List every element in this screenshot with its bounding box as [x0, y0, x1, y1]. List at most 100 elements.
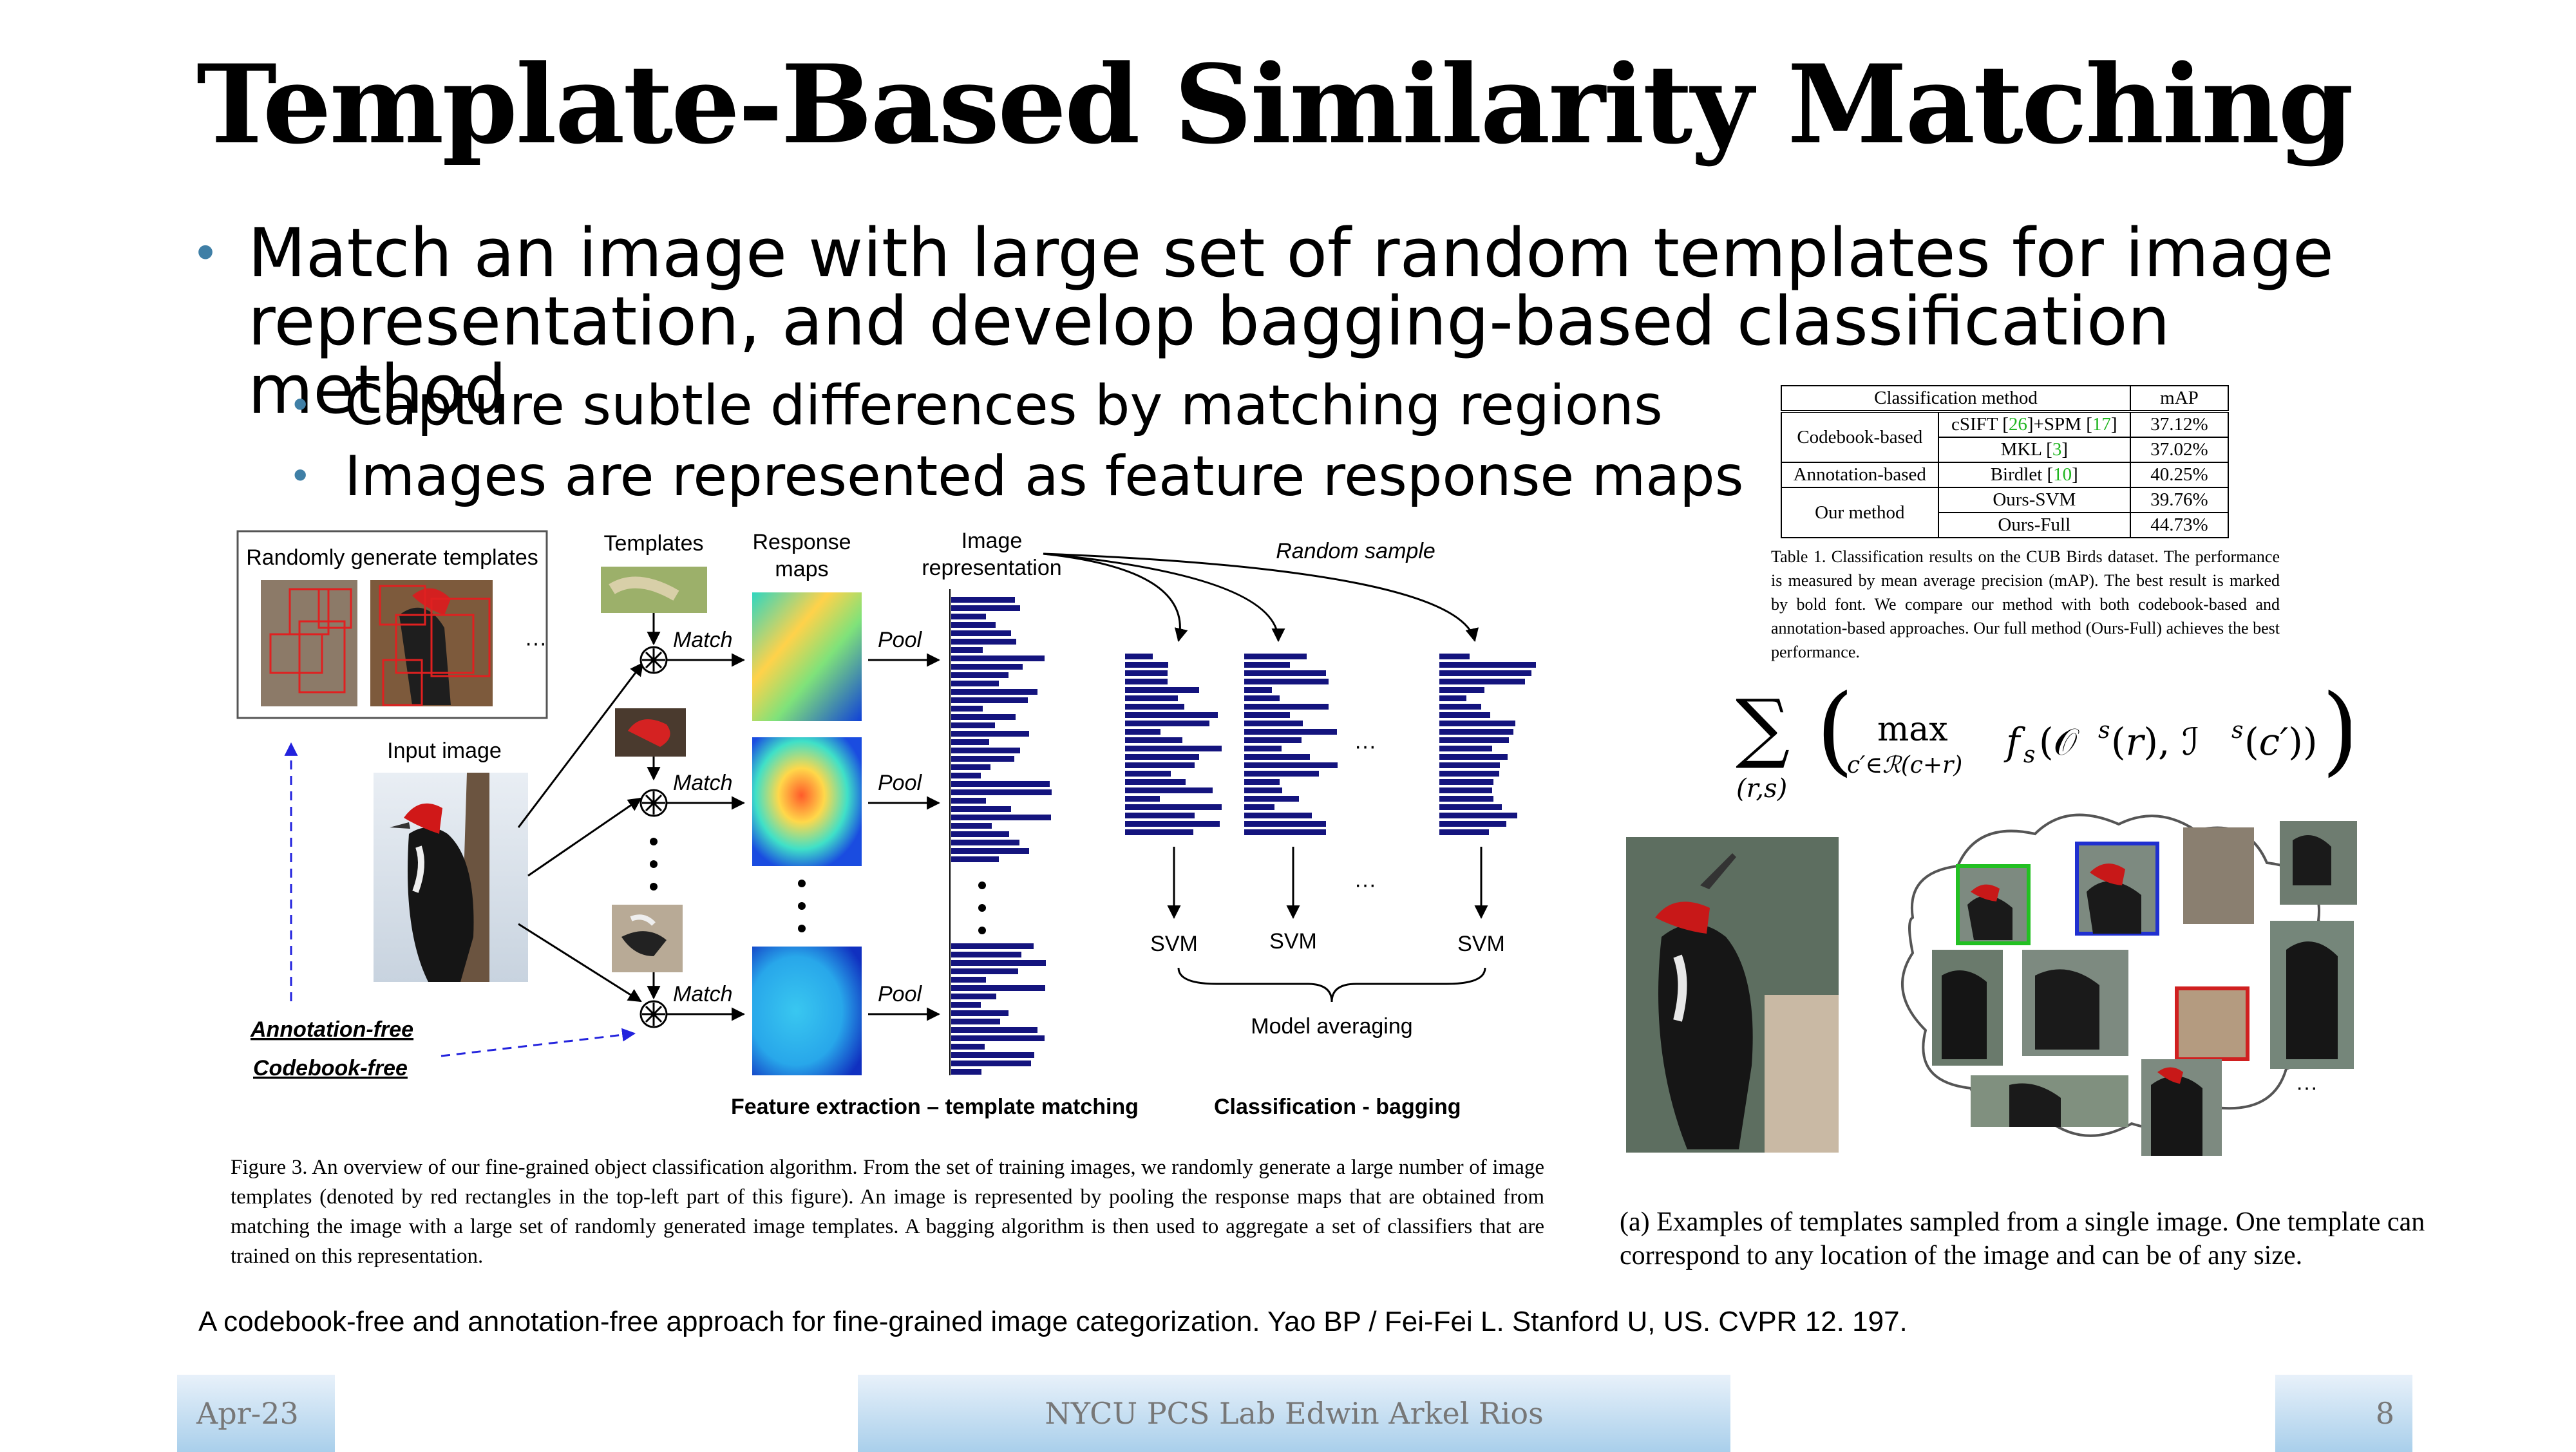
feature-bar: [1244, 746, 1282, 751]
bullet-dot: •: [196, 223, 215, 280]
label-templates: Templates: [604, 531, 704, 556]
bullet-sub-1: Capture subtle differences by matching r…: [345, 373, 1663, 438]
bullet-dot: •: [293, 451, 308, 498]
label-random-templates: Randomly generate templates: [246, 545, 538, 570]
feature-bar: [951, 848, 1029, 854]
feature-bar: [1439, 779, 1493, 785]
feature-bar: [951, 1069, 981, 1075]
table-header-row: Classification method mAP: [1781, 385, 2229, 413]
feature-bar: [1439, 695, 1466, 701]
template-rectangles: [269, 585, 491, 706]
footer-date: Apr-23: [177, 1375, 335, 1452]
bullet-main: Match an image with large set of random …: [248, 214, 2334, 429]
bird-photo-thumb: [261, 580, 357, 706]
response-map: [752, 592, 862, 721]
label-pool: Pool: [878, 982, 922, 1006]
feature-bar: [1125, 796, 1160, 802]
feature-bar: [1439, 654, 1470, 659]
feature-bar: [951, 622, 996, 628]
feature-bar: [1125, 813, 1195, 818]
svg-text:c′∈ℛ(c+r): c′∈ℛ(c+r): [1847, 752, 1962, 778]
svg-text:∑: ∑: [1736, 683, 1790, 771]
label-svm: SVM: [1457, 932, 1505, 956]
feature-bar: [951, 706, 983, 712]
svg-text:s: s: [2231, 717, 2243, 744]
feature-bar: [1439, 804, 1502, 810]
feature-bar: [951, 1010, 1009, 1016]
table-group: Our method: [1781, 487, 1939, 538]
page-title: Template-Based Similarity Matching: [196, 41, 2354, 168]
label-input-image: Input image: [387, 739, 502, 763]
table-group: Codebook-based: [1781, 411, 1939, 463]
sampled-features: [1125, 654, 1222, 835]
feature-bar: [951, 943, 1034, 949]
table-row: Ours-Full 44.73%: [1781, 512, 2229, 538]
table-cell: Ours-SVM: [1937, 487, 2132, 513]
figure-templates-sampled: ···: [1626, 813, 2357, 1156]
feature-bar: [1125, 729, 1160, 735]
svg-text:(c′)): (c′)): [2244, 720, 2318, 764]
feature-bar: [951, 1035, 1045, 1041]
sampled-features: [1244, 654, 1338, 835]
svg-text:f: f: [2003, 720, 2026, 764]
table-row: Annotation-based Birdlet [10] 40.25%: [1781, 462, 2229, 488]
table-cell: 39.76%: [2130, 487, 2229, 513]
label-pool: Pool: [878, 628, 922, 652]
feature-bar: [951, 968, 1018, 974]
figure3-caption: Figure 3. An overview of our fine-graine…: [231, 1156, 1544, 1268]
feature-bar: [1125, 821, 1220, 827]
table-group: Annotation-based: [1781, 462, 1939, 488]
label-annotation-free: Annotation-free: [250, 1017, 413, 1042]
feature-bar: [951, 952, 1021, 957]
feature-bar: [951, 697, 1028, 703]
feature-bar: [1244, 796, 1299, 802]
feature-bar: [1244, 821, 1326, 827]
feature-bar: [1125, 687, 1199, 693]
feature-bar: [1244, 737, 1302, 743]
feature-bar: [951, 1061, 1031, 1066]
feature-bar: [951, 823, 992, 829]
footer-page-number: 8: [2275, 1375, 2412, 1452]
feature-bar: [1244, 729, 1337, 735]
averaging-brace: [1177, 967, 1486, 1003]
table-row: MKL [3] 37.02%: [1781, 437, 2229, 463]
svg-text:): ): [2322, 683, 2351, 786]
feature-bar: [951, 639, 1016, 645]
label-pool: Pool: [878, 771, 922, 795]
feature-bar: [951, 1052, 1034, 1058]
feature-bar: [1244, 813, 1312, 818]
feature-bar: [951, 856, 999, 862]
matching-formula: ∑ (r,s) ( max c′∈ℛ(c+r) f s (𝒪 s (r), ℐ …: [1736, 683, 2351, 804]
feature-bar: [1244, 654, 1307, 659]
table-header: Classification method: [1781, 385, 2131, 413]
feature-bar: [1439, 821, 1506, 827]
feature-bar: [1439, 721, 1515, 726]
table-header: mAP: [2130, 385, 2229, 413]
feature-bar: [1125, 679, 1168, 684]
feature-bar: [1244, 754, 1310, 760]
feature-bar: [1439, 829, 1489, 835]
results-table: Classification method mAP Codebook-based…: [1781, 385, 2229, 538]
table-cell: Ours-Full: [1937, 512, 2132, 538]
citation: A codebook-free and annotation-free appr…: [198, 1306, 1908, 1337]
label-classification-bagging: Classification - bagging: [1214, 1095, 1461, 1119]
feature-bar: [1439, 787, 1492, 793]
feature-bar: [951, 597, 1015, 603]
label-svm: SVM: [1269, 929, 1317, 954]
label-codebook-free: Codebook-free: [253, 1056, 408, 1080]
svg-text:···: ···: [1354, 734, 1376, 759]
feature-bar: [1439, 729, 1513, 735]
table-cell: 37.02%: [2130, 437, 2229, 463]
feature-bar: [1439, 712, 1490, 718]
feature-bar: [1125, 754, 1199, 760]
label-match: Match: [673, 628, 733, 652]
figure3-diagram: Randomly generate templates ··· Input im…: [236, 529, 1536, 1119]
feature-bar: [951, 1044, 985, 1050]
feature-bar: [1439, 737, 1509, 743]
feature-bar: [1125, 670, 1168, 676]
response-map: [752, 947, 862, 1075]
feature-bar: [951, 1002, 981, 1008]
feature-bar: [951, 672, 1009, 678]
feature-bar: [951, 1019, 1000, 1024]
feature-bar: [1439, 662, 1536, 668]
